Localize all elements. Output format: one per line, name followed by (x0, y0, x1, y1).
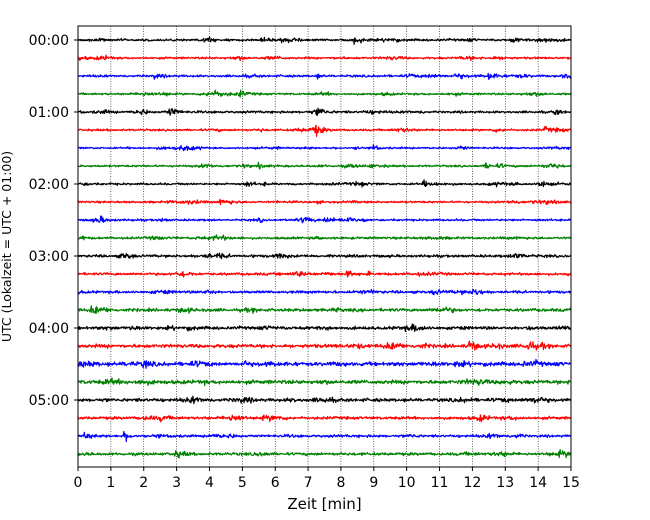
trace-0445 (77, 377, 572, 387)
trace-0515 (77, 414, 572, 423)
trace-0545 (77, 449, 572, 459)
y-tick-label: 01:00 (29, 105, 69, 121)
x-tick-label: 12 (463, 475, 481, 491)
trace-0300 (77, 252, 572, 260)
trace-0345 (77, 305, 572, 314)
x-tick-label: 14 (529, 475, 547, 491)
x-axis-label: Zeit [min] (287, 495, 361, 513)
seismic-traces (77, 36, 572, 459)
trace-0400 (77, 323, 572, 333)
trace-0145 (77, 161, 572, 170)
x-tick-label: 7 (304, 475, 313, 491)
plot-frame (77, 25, 572, 468)
trace-0100 (77, 107, 572, 117)
trace-0030 (77, 72, 572, 80)
trace-0000 (77, 36, 572, 45)
x-tick-label: 13 (496, 475, 514, 491)
trace-0200 (77, 179, 572, 188)
y-axis: 00:00 01:00 02:00 03:00 04:00 05:00 (29, 33, 78, 409)
x-tick-label: 8 (336, 475, 345, 491)
x-tick-label: 11 (431, 475, 449, 491)
y-tick-label: 02:00 (29, 177, 69, 193)
x-tick-label: 5 (238, 475, 247, 491)
trace-0115 (77, 124, 572, 137)
x-tick-label: 4 (205, 475, 214, 491)
trace-0215 (77, 198, 572, 206)
trace-0245 (77, 234, 572, 241)
vertical-gridlines (110, 26, 539, 467)
trace-0430 (77, 358, 572, 369)
trace-0530 (77, 430, 572, 443)
trace-0330 (77, 288, 572, 296)
x-axis: 0 1 2 3 4 5 6 7 8 9 10 11 12 13 14 15 (74, 467, 580, 491)
trace-0230 (77, 215, 572, 224)
x-tick-label: 6 (271, 475, 280, 491)
x-tick-label: 9 (369, 475, 378, 491)
x-tick-label: 3 (172, 475, 181, 491)
trace-0015 (77, 54, 572, 62)
x-tick-label: 15 (562, 475, 580, 491)
y-tick-label: 03:00 (29, 249, 69, 265)
x-tick-label: 0 (74, 475, 83, 491)
trace-0315 (77, 270, 572, 278)
x-tick-label: 2 (139, 475, 148, 491)
trace-0045 (77, 89, 572, 98)
trace-0415 (77, 340, 572, 351)
trace-0500 (77, 395, 572, 405)
y-axis-label: UTC (Lokalzeit = UTC + 01:00) (0, 151, 14, 342)
x-tick-label: 10 (398, 475, 416, 491)
y-tick-label: 04:00 (29, 321, 69, 337)
y-tick-label: 05:00 (29, 393, 69, 409)
x-tick-label: 1 (106, 475, 115, 491)
trace-0130 (77, 144, 572, 152)
y-tick-label: 00:00 (29, 33, 69, 49)
